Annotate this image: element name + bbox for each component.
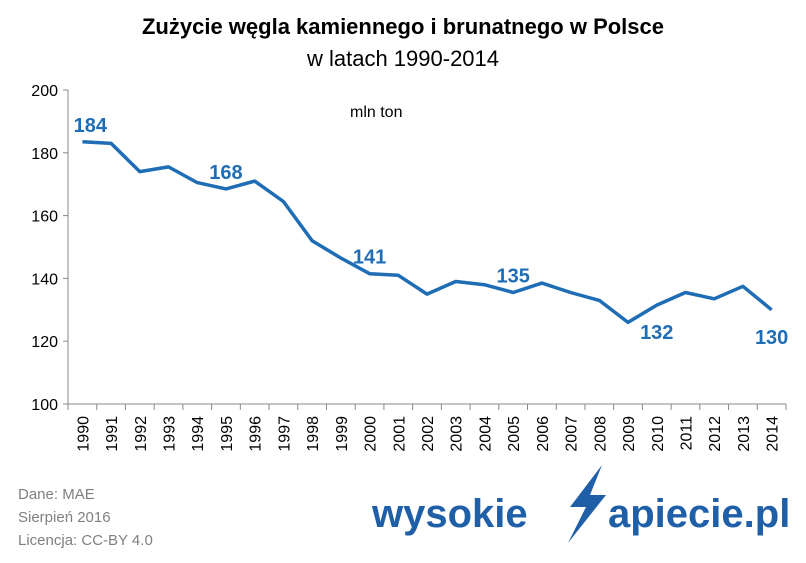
x-tick-label: 2014 [765, 416, 782, 452]
logo-text-left: wysokie [372, 492, 528, 536]
x-tick-label: 2000 [363, 416, 380, 452]
x-tick-label: 2011 [678, 416, 695, 451]
lightning-icon [568, 465, 606, 543]
source-line: Dane: MAE [18, 486, 95, 503]
x-tick-label: 1993 [162, 416, 179, 452]
y-tick-label: 160 [31, 209, 58, 226]
x-tick-label: 1994 [190, 416, 207, 452]
x-tick-label: 1996 [248, 416, 265, 452]
x-tick-label: 2007 [564, 416, 581, 452]
y-tick-label: 180 [31, 146, 58, 163]
x-tick-label: 1992 [133, 416, 150, 452]
chart-title: Zużycie węgla kamiennego i brunatnego w … [141, 14, 665, 39]
x-tick-label: 2006 [535, 416, 552, 452]
x-tick-label: 1998 [305, 416, 322, 452]
y-tick-label: 200 [31, 83, 58, 100]
x-tick-label: 2008 [592, 416, 609, 452]
x-tick-label: 2013 [736, 416, 753, 452]
unit-label: mln ton [350, 104, 403, 121]
x-tick-label: 2001 [391, 416, 408, 452]
brand-logo: wysokie apiecie.pl [372, 465, 790, 543]
x-tick-label: 2004 [477, 416, 494, 452]
chart-subtitle: w latach 1990-2014 [306, 46, 500, 71]
data-label: 132 [640, 322, 673, 344]
x-tick-label: 1991 [104, 416, 121, 452]
data-label: 130 [755, 327, 788, 349]
source-info: Dane: MAE Sierpień 2016 Licencja: CC-BY … [18, 483, 153, 552]
x-tick-label: 2010 [650, 416, 667, 452]
x-tick-label: 2009 [621, 416, 638, 452]
date-line: Sierpień 2016 [18, 509, 111, 526]
data-label: 184 [74, 115, 108, 137]
y-tick-label: 140 [31, 271, 58, 288]
y-tick-label: 100 [31, 397, 58, 414]
y-ticks: 100 120 140 160 180 200 [31, 83, 68, 414]
data-labels: 184 168 141 135 132 130 [74, 115, 789, 349]
x-tick-label: 2005 [506, 416, 523, 452]
x-tick-label: 1997 [276, 416, 293, 452]
data-label: 168 [209, 162, 242, 184]
y-tick-label: 120 [31, 334, 58, 351]
x-ticks: 1990 1991 1992 1993 1994 1995 1996 1997 1998 1999… [67, 404, 787, 452]
x-tick-label: 2002 [420, 416, 437, 452]
data-label: 141 [353, 247, 386, 269]
series-line [82, 140, 773, 325]
logo-text-right: apiecie.pl [608, 492, 790, 536]
license-line: Licencja: CC-BY 4.0 [18, 532, 153, 549]
data-label: 135 [496, 266, 529, 288]
x-tick-label: 1990 [75, 416, 92, 452]
x-tick-label: 2012 [707, 416, 724, 452]
x-tick-label: 2003 [449, 416, 466, 452]
x-tick-label: 1995 [219, 416, 236, 452]
x-tick-label: 1999 [334, 416, 351, 452]
